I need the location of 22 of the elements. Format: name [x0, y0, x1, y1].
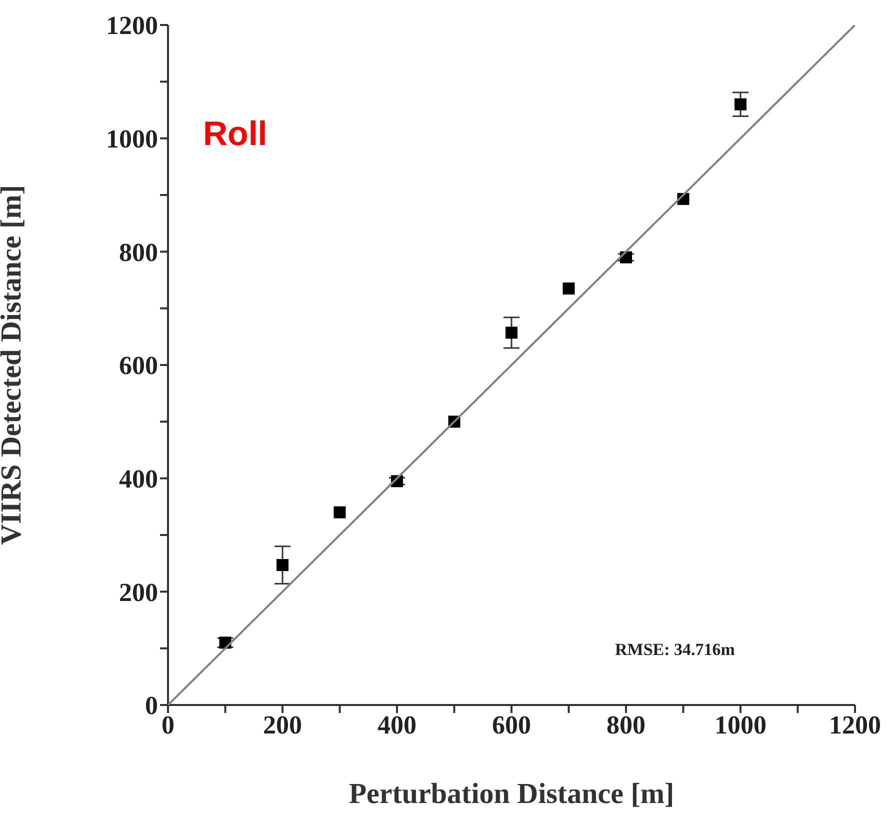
y-tick-label: 400 — [119, 464, 158, 494]
x-tick-label: 200 — [263, 710, 302, 740]
point — [734, 98, 746, 110]
y-axis-title: VIIRS Detected Distance [m] — [0, 185, 28, 545]
y-tick-label: 800 — [119, 238, 158, 267]
y-tick-label: 200 — [119, 578, 158, 607]
x-tick-label: 400 — [378, 710, 416, 740]
x-tick-label: 800 — [606, 710, 646, 740]
point — [506, 326, 518, 339]
point — [334, 506, 346, 518]
x-tick-label: 600 — [492, 710, 531, 740]
x-tick-label: 1200 — [829, 710, 881, 740]
annotation: Roll — [203, 115, 268, 153]
x-tick-label: 1000 — [714, 710, 766, 740]
y-tick-label: 0 — [145, 691, 158, 720]
y-tick-label: 1000 — [106, 124, 158, 154]
point — [276, 559, 288, 572]
y-tick-label: 600 — [119, 351, 158, 380]
annotation: RMSE: 34.716m — [615, 640, 735, 659]
y-tick-label: 1200 — [106, 11, 158, 40]
x-axis-title: Perturbation Distance [m] — [348, 778, 674, 810]
point — [562, 282, 575, 294]
